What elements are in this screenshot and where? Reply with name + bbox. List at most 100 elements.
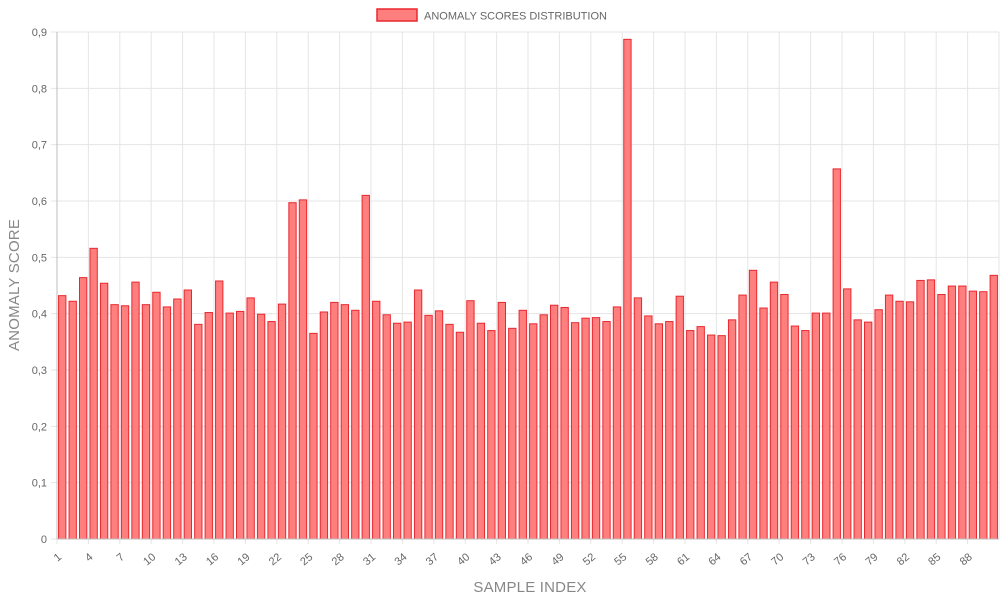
bar-sample-75[interactable] xyxy=(832,168,841,540)
bar-sample-28[interactable] xyxy=(340,304,350,540)
bar-sample-68[interactable] xyxy=(759,307,768,540)
bar-sample-30[interactable] xyxy=(361,194,370,540)
bar-sample-80[interactable] xyxy=(884,294,894,540)
bar-sample-85[interactable] xyxy=(937,294,946,540)
bar-sample-72[interactable] xyxy=(801,330,810,540)
bar-sample-13[interactable] xyxy=(183,289,192,540)
bar-sample-33[interactable] xyxy=(393,322,402,540)
bar-sample-18[interactable] xyxy=(236,310,245,540)
bar-sample-52[interactable] xyxy=(591,317,601,540)
bar-sample-54[interactable] xyxy=(612,306,622,540)
bar-sample-71[interactable] xyxy=(790,325,800,540)
bar-sample-78[interactable] xyxy=(864,321,873,540)
legend[interactable]: ANOMALY SCORES DISTRIBUTION xyxy=(376,8,607,23)
bar-sample-39[interactable] xyxy=(455,331,465,540)
bar-sample-50[interactable] xyxy=(570,322,580,540)
bar-sample-60[interactable] xyxy=(675,295,684,540)
bar-sample-55[interactable] xyxy=(623,38,632,540)
bar-sample-69[interactable] xyxy=(769,281,779,540)
bar-sample-17[interactable] xyxy=(225,312,234,540)
x-axis-title: SAMPLE INDEX xyxy=(473,579,586,596)
bar-sample-53[interactable] xyxy=(602,321,611,540)
bar-sample-24[interactable] xyxy=(298,199,308,540)
bar-sample-6[interactable] xyxy=(110,304,119,540)
bar-sample-67[interactable] xyxy=(748,269,758,540)
bar-sample-76[interactable] xyxy=(843,288,852,540)
bar-sample-16[interactable] xyxy=(215,280,224,540)
bar-sample-41[interactable] xyxy=(476,322,486,540)
bar-sample-14[interactable] xyxy=(194,323,203,540)
bar-sample-32[interactable] xyxy=(382,314,391,540)
bar-sample-65[interactable] xyxy=(727,319,737,540)
bar-sample-79[interactable] xyxy=(874,309,883,540)
legend-swatch xyxy=(376,8,418,22)
bar-sample-37[interactable] xyxy=(434,310,444,540)
bar-sample-62[interactable] xyxy=(696,326,705,540)
grid-layer xyxy=(51,31,1000,544)
bar-sample-23[interactable] xyxy=(288,202,297,540)
bar-sample-34[interactable] xyxy=(403,321,412,540)
bar-sample-46[interactable] xyxy=(529,323,538,540)
bar-sample-4[interactable] xyxy=(89,247,98,540)
bar-sample-86[interactable] xyxy=(947,285,957,540)
bar-sample-22[interactable] xyxy=(277,303,287,540)
bar-sample-21[interactable] xyxy=(267,321,276,540)
bar-sample-7[interactable] xyxy=(120,305,130,540)
bar-sample-10[interactable] xyxy=(152,291,161,540)
bar-sample-49[interactable] xyxy=(560,306,569,540)
bar-sample-51[interactable] xyxy=(581,317,590,540)
bar-sample-26[interactable] xyxy=(319,311,329,540)
bar-sample-48[interactable] xyxy=(550,304,559,540)
bar-sample-84[interactable] xyxy=(926,279,936,540)
bar-sample-3[interactable] xyxy=(79,277,88,540)
bar-sample-29[interactable] xyxy=(351,309,360,540)
y-tick-label: 0,4 xyxy=(32,309,47,321)
bar-sample-88[interactable] xyxy=(968,290,977,540)
bar-sample-44[interactable] xyxy=(508,327,517,540)
bar-sample-20[interactable] xyxy=(256,313,266,540)
bar-sample-63[interactable] xyxy=(707,334,716,540)
bar-sample-64[interactable] xyxy=(717,335,726,540)
x-tick-label: 58 xyxy=(644,551,661,568)
bar-sample-12[interactable] xyxy=(173,298,182,540)
bar-sample-45[interactable] xyxy=(518,309,527,540)
bar-sample-73[interactable] xyxy=(811,312,820,540)
bar-sample-9[interactable] xyxy=(141,304,151,540)
bar-sample-19[interactable] xyxy=(246,297,255,540)
bar-sample-74[interactable] xyxy=(822,312,831,540)
bar-sample-38[interactable] xyxy=(445,323,454,540)
bar-sample-27[interactable] xyxy=(330,301,339,540)
bar-sample-43[interactable] xyxy=(497,301,507,540)
bar-sample-42[interactable] xyxy=(487,330,496,540)
bar-sample-40[interactable] xyxy=(466,300,475,540)
bar-sample-1[interactable] xyxy=(58,295,67,540)
bar-sample-58[interactable] xyxy=(654,323,663,540)
bar-sample-70[interactable] xyxy=(780,294,789,540)
bar-sample-36[interactable] xyxy=(424,314,433,540)
bar-sample-56[interactable] xyxy=(633,297,643,540)
bar-sample-59[interactable] xyxy=(665,321,674,540)
bar-sample-31[interactable] xyxy=(372,300,381,540)
bar-sample-66[interactable] xyxy=(738,294,747,540)
bar-sample-5[interactable] xyxy=(99,282,109,540)
bar-sample-90[interactable] xyxy=(989,274,998,540)
bar-sample-81[interactable] xyxy=(895,300,904,540)
bar-layer xyxy=(58,38,998,540)
bar-sample-15[interactable] xyxy=(204,312,213,540)
x-tick-label: 85 xyxy=(926,551,943,568)
bar-sample-57[interactable] xyxy=(644,315,653,540)
bar-sample-2[interactable] xyxy=(68,300,77,540)
bar-sample-77[interactable] xyxy=(853,319,862,540)
bar-sample-89[interactable] xyxy=(979,291,988,540)
bar-sample-83[interactable] xyxy=(916,279,925,540)
legend-label: ANOMALY SCORES DISTRIBUTION xyxy=(424,11,607,23)
bar-sample-87[interactable] xyxy=(958,285,967,540)
bar-sample-8[interactable] xyxy=(131,281,140,540)
bar-sample-11[interactable] xyxy=(162,306,172,540)
x-tick-label: 16 xyxy=(204,551,221,568)
bar-sample-25[interactable] xyxy=(309,332,318,540)
bar-sample-82[interactable] xyxy=(905,301,915,540)
bar-sample-61[interactable] xyxy=(686,330,695,540)
bar-sample-47[interactable] xyxy=(539,314,548,540)
bar-sample-35[interactable] xyxy=(413,289,423,540)
